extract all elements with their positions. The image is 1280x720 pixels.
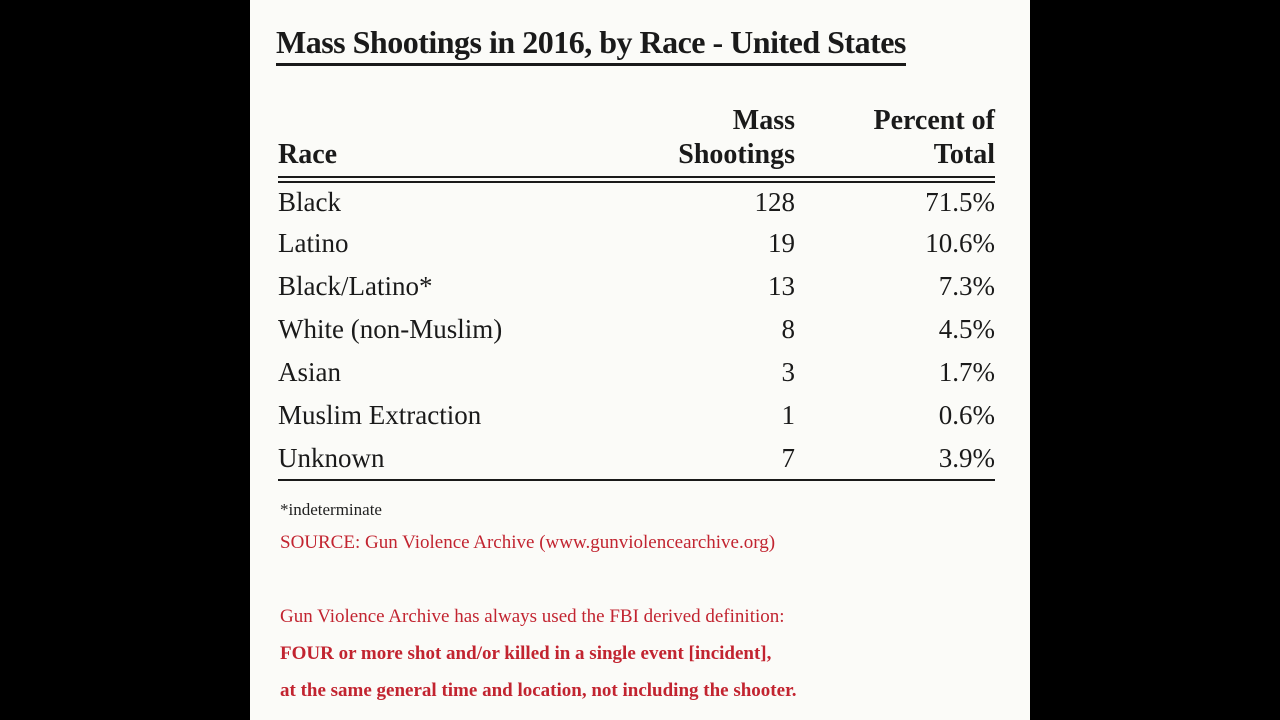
- table-header-row-1: Mass Percent of: [278, 95, 995, 137]
- shootings-cell: 3: [781, 357, 796, 387]
- col-header-race-spacer: [278, 95, 628, 137]
- race-cell: Unknown: [278, 437, 628, 481]
- col-header-mass-line1: Mass: [732, 105, 795, 137]
- percent-cell: 71.5%: [925, 186, 995, 217]
- table-row: Black/Latino* 13 7.3%: [278, 265, 995, 308]
- table-row: Unknown 7 3.9%: [278, 437, 995, 481]
- table-row: Asian 3 1.7%: [278, 351, 995, 394]
- shootings-cell: 7: [628, 437, 795, 481]
- definition-paragraph: Gun Violence Archive has always used the…: [280, 598, 797, 709]
- col-header-percent-line1: Percent of: [873, 105, 995, 137]
- race-cell: Latino: [278, 228, 349, 258]
- table-row: White (non-Muslim) 8 4.5%: [278, 308, 995, 351]
- table-graphic-panel: Mass Shootings in 2016, by Race - United…: [250, 0, 1030, 720]
- table-body: Black 128 71.5% Latino 19 10.6% Black/La…: [278, 179, 995, 481]
- race-cell: Muslim Extraction: [278, 400, 482, 430]
- race-cell: Black: [278, 186, 341, 217]
- table-row: Latino 19 10.6%: [278, 222, 995, 265]
- shootings-cell: 128: [754, 186, 796, 217]
- percent-cell: 1.7%: [938, 357, 995, 387]
- definition-line-3: at the same general time and location, n…: [280, 680, 797, 701]
- definition-line-2: FOUR or more shot and/or killed in a sin…: [280, 643, 772, 664]
- percent-cell: 0.6%: [938, 400, 995, 430]
- table-row: Muslim Extraction 1 0.6%: [278, 394, 995, 437]
- col-header-mass-line2: Shootings: [628, 137, 795, 183]
- race-cell: Asian: [278, 357, 341, 387]
- percent-cell: 10.6%: [925, 228, 995, 258]
- col-header-race: Race: [278, 137, 628, 183]
- footnote-indeterminate: *indeterminate: [280, 500, 382, 519]
- definition-line-1: Gun Violence Archive has always used the…: [280, 606, 785, 627]
- shootings-cell: 1: [781, 400, 796, 430]
- page-title: Mass Shootings in 2016, by Race - United…: [276, 24, 906, 66]
- percent-cell: 7.3%: [938, 271, 995, 301]
- table-row: Black 128 71.5%: [278, 179, 995, 222]
- table-header-row-2: Race Shootings Total: [278, 137, 995, 183]
- race-cell: White (non-Muslim): [278, 314, 503, 344]
- col-header-percent-line2: Total: [795, 137, 995, 183]
- percent-cell: 3.9%: [795, 437, 995, 481]
- table-header: Mass Percent of Race Shootings Total: [278, 95, 995, 183]
- percent-cell: 4.5%: [938, 314, 995, 344]
- shootings-cell: 8: [781, 314, 796, 344]
- shootings-cell: 19: [768, 228, 795, 258]
- mass-shootings-table: Mass Percent of Race Shootings Total Bla…: [278, 95, 995, 481]
- race-cell: Black/Latino*: [278, 271, 433, 301]
- source-line: SOURCE: Gun Violence Archive (www.gunvio…: [280, 532, 776, 553]
- shootings-cell: 13: [768, 271, 795, 301]
